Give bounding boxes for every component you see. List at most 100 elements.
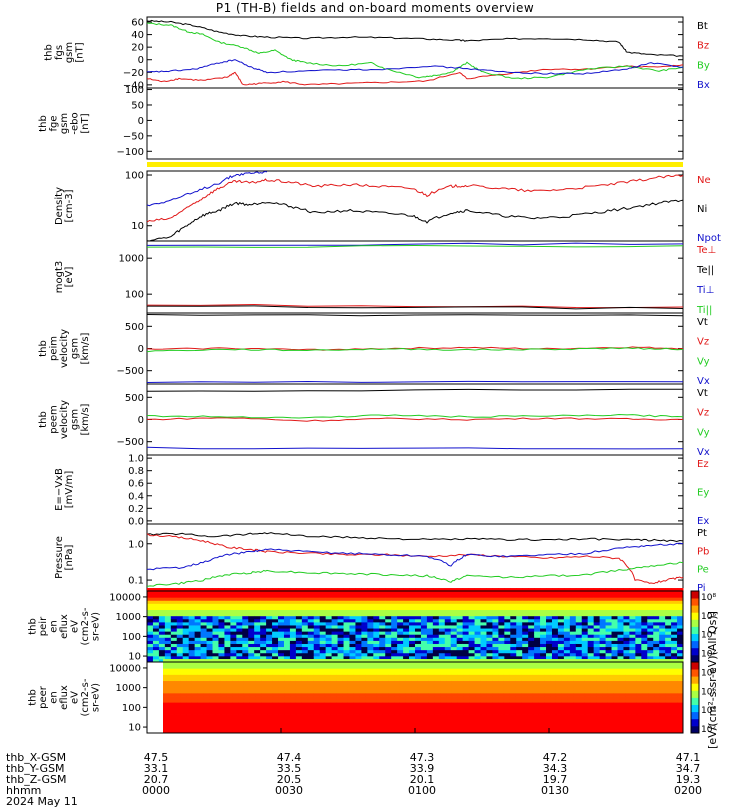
spectrogram-cell <box>331 594 339 598</box>
spectrogram-cell <box>409 634 416 638</box>
spectrogram-cell <box>365 677 372 682</box>
spectrogram-cell <box>677 649 684 654</box>
spectrogram-cell <box>426 600 434 604</box>
spectrogram-cell <box>544 730 551 734</box>
spectrogram-cell <box>415 594 422 598</box>
spectrogram-cell <box>336 662 343 666</box>
spectrogram-cell <box>343 643 350 648</box>
spectrogram-cell <box>510 628 517 632</box>
spectrogram-cell <box>180 680 187 685</box>
spectrogram-cell <box>665 730 672 734</box>
spectrogram-cell <box>236 646 243 651</box>
spectrogram-cell <box>295 606 303 611</box>
spectrogram-cell <box>596 696 603 700</box>
spectrogram-cell <box>163 714 170 719</box>
spectrogram-cell <box>629 643 636 648</box>
spectrogram-cell <box>266 588 273 592</box>
colorbar-tick-label: 10⁶ <box>701 687 716 697</box>
spectrogram-cell <box>579 671 586 675</box>
spectrogram-cell <box>629 600 636 604</box>
spectrogram-cell <box>593 606 601 611</box>
spectrogram-cell <box>635 640 642 644</box>
spectrogram-cell <box>504 609 511 614</box>
y-tick-label: −40 <box>123 80 144 91</box>
colorbar-tick-label: 10⁴ <box>701 631 716 641</box>
spectrogram-cell <box>397 637 404 641</box>
spectrogram-cell <box>220 665 228 669</box>
spectrogram-cell <box>498 600 505 604</box>
spectrogram-cell <box>434 705 441 709</box>
spectrogram-cell <box>382 726 389 731</box>
spectrogram-cell <box>405 671 412 675</box>
spectrogram-cell <box>450 612 458 617</box>
spectrogram-cell <box>573 689 580 694</box>
spectrogram-cell <box>254 634 261 638</box>
spectrogram-cell <box>528 621 535 626</box>
spectrogram-cell <box>551 640 559 644</box>
spectrogram-cell <box>194 612 202 617</box>
spectrogram-cell <box>361 600 368 604</box>
spectrogram-cell <box>475 665 482 669</box>
spectrogram-cell <box>409 588 416 592</box>
spectrogram-cell <box>510 652 517 657</box>
spectrogram-cell <box>403 631 410 635</box>
spectrogram-cell <box>457 668 464 672</box>
spectrogram-cell <box>278 612 285 617</box>
ylabel-line: mogt3 <box>54 261 65 294</box>
spectrogram-cell <box>605 637 613 641</box>
spectrogram-cell <box>147 652 154 657</box>
spectrogram-cell <box>347 671 355 675</box>
spectrogram-cell <box>164 655 172 660</box>
footer-z-3: 19.7 <box>542 773 568 786</box>
spectrogram-cell <box>147 649 154 654</box>
spectrogram-cell <box>555 705 563 709</box>
spectrogram-cell <box>249 659 256 663</box>
spectrogram-cell <box>307 600 315 604</box>
spectrogram-cell <box>677 702 684 706</box>
spectrogram-cell <box>492 696 499 700</box>
spectrogram-cell <box>434 699 441 703</box>
spectrogram-cell <box>540 606 547 611</box>
spectrogram-cell <box>330 702 337 706</box>
spectrogram-cell <box>272 597 279 601</box>
spectrogram-cell <box>147 637 154 641</box>
panel-frame <box>146 454 684 525</box>
spectrogram-cell <box>313 628 321 632</box>
spectrogram-cell <box>331 637 339 641</box>
spectrogram-cell <box>342 708 349 712</box>
spectrogram-cell <box>331 634 339 638</box>
spectrogram-cell <box>498 665 505 669</box>
spectrogram-cell <box>636 720 644 725</box>
spectrogram-cell <box>607 711 615 715</box>
spectrogram-cell <box>290 665 297 669</box>
spectrogram-cell <box>331 652 339 657</box>
spectrogram-cell <box>382 708 389 712</box>
spectrogram-cell <box>486 659 493 663</box>
spectrogram-cell <box>388 674 395 678</box>
spectrogram-cell <box>642 686 649 691</box>
spectrogram-cell <box>444 631 452 635</box>
spectrogram-cell <box>671 615 678 620</box>
spectrogram-cell <box>636 677 644 682</box>
spectrogram-cell <box>631 659 638 663</box>
spectrogram-cell <box>399 674 407 678</box>
spectrogram-cell <box>355 621 362 626</box>
spectrogram-cell <box>432 600 440 604</box>
spectrogram-cell <box>619 730 626 734</box>
spectrogram-cell <box>255 702 262 706</box>
spectrogram-cell <box>456 606 464 611</box>
spectrogram-cell <box>147 606 154 611</box>
spectrogram-cell <box>469 665 476 669</box>
spectrogram-cell <box>186 723 193 728</box>
spectrogram-cell <box>226 683 233 688</box>
spectrogram-cell <box>474 634 482 638</box>
spectrogram-cell <box>486 723 493 728</box>
spectrogram-cell <box>648 671 655 675</box>
spectrogram-cell <box>510 631 517 635</box>
spectrogram-cell <box>278 726 285 731</box>
spectrogram-cell <box>463 686 470 691</box>
spectrogram-cell <box>569 643 577 648</box>
spectrogram-cell <box>544 659 551 663</box>
spectrogram-cell <box>509 692 516 697</box>
spectrogram-cell <box>607 671 615 675</box>
